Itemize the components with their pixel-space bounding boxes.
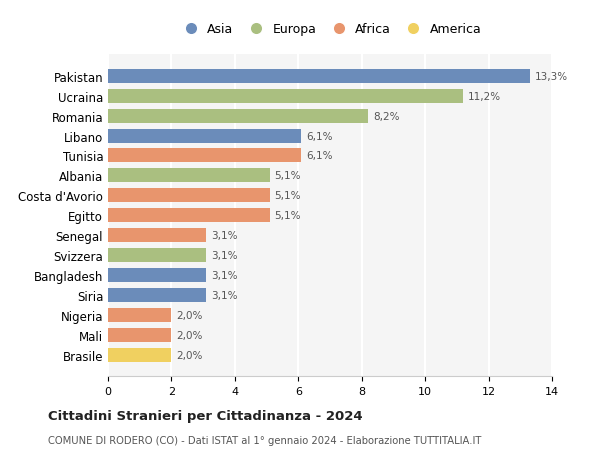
Bar xyxy=(108,189,270,203)
Text: 5,1%: 5,1% xyxy=(275,171,301,181)
Bar xyxy=(108,229,206,242)
Bar xyxy=(108,248,206,263)
Text: 8,2%: 8,2% xyxy=(373,112,400,121)
Text: 11,2%: 11,2% xyxy=(468,91,501,101)
Text: 6,1%: 6,1% xyxy=(306,151,333,161)
Legend: Asia, Europa, Africa, America: Asia, Europa, Africa, America xyxy=(175,20,485,40)
Text: 6,1%: 6,1% xyxy=(306,131,333,141)
Bar xyxy=(108,109,368,123)
Text: 3,1%: 3,1% xyxy=(211,270,238,280)
Text: 3,1%: 3,1% xyxy=(211,290,238,300)
Bar xyxy=(108,348,172,362)
Text: 5,1%: 5,1% xyxy=(275,191,301,201)
Text: 13,3%: 13,3% xyxy=(535,72,568,82)
Bar xyxy=(108,70,530,84)
Bar xyxy=(108,209,270,223)
Bar xyxy=(108,288,206,302)
Bar xyxy=(108,90,463,103)
Text: 2,0%: 2,0% xyxy=(176,350,203,360)
Text: 3,1%: 3,1% xyxy=(211,251,238,260)
Text: COMUNE DI RODERO (CO) - Dati ISTAT al 1° gennaio 2024 - Elaborazione TUTTITALIA.: COMUNE DI RODERO (CO) - Dati ISTAT al 1°… xyxy=(48,435,481,445)
Bar xyxy=(108,129,301,143)
Bar xyxy=(108,169,270,183)
Bar xyxy=(108,308,172,322)
Text: Cittadini Stranieri per Cittadinanza - 2024: Cittadini Stranieri per Cittadinanza - 2… xyxy=(48,409,362,422)
Bar xyxy=(108,149,301,163)
Text: 2,0%: 2,0% xyxy=(176,310,203,320)
Text: 3,1%: 3,1% xyxy=(211,230,238,241)
Bar xyxy=(108,269,206,282)
Bar xyxy=(108,328,172,342)
Text: 2,0%: 2,0% xyxy=(176,330,203,340)
Text: 5,1%: 5,1% xyxy=(275,211,301,221)
